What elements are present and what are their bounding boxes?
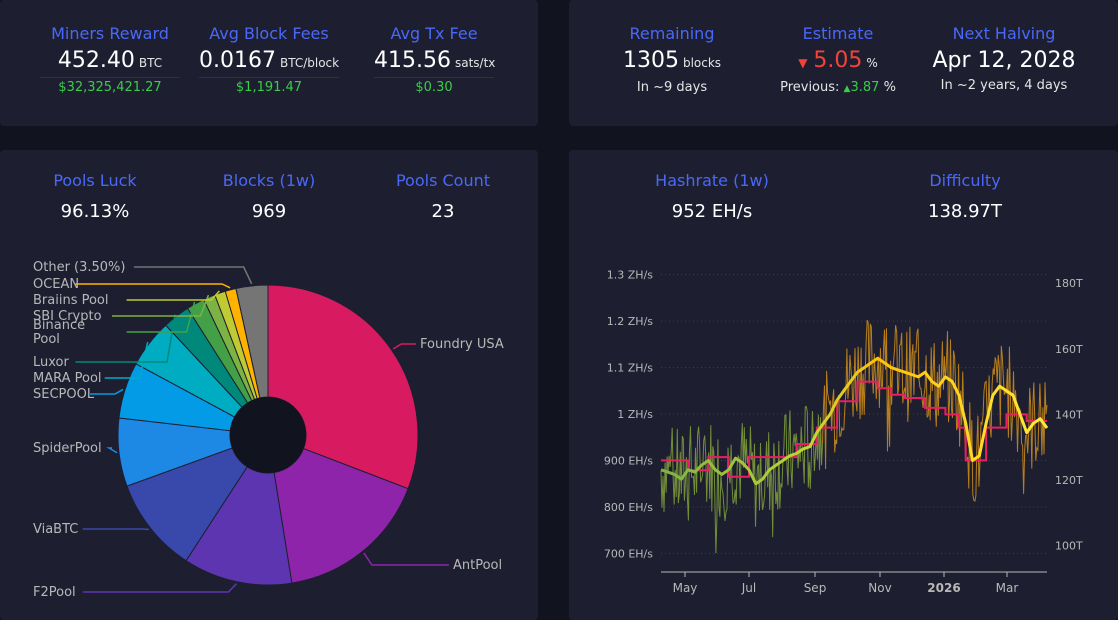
remaining-unit: blocks [683, 56, 721, 70]
avg-tx-fee-unit: sats/tx [455, 56, 495, 70]
pools-pie-chart: Foundry USA AntPool F2Pool ViaBTC SpiderPool… [0, 150, 538, 620]
avg-block-fees-value-row: 0.0167 BTC/block [199, 47, 339, 77]
pie-label-ocean: OCEAN [33, 277, 79, 292]
estimate-label: Estimate [768, 24, 908, 44]
remaining-value: 1305 [623, 48, 679, 73]
pie-leader-line [364, 553, 449, 565]
hashrate-daily-line [661, 406, 823, 553]
next-halving-eta: In ~2 years, 4 days [928, 77, 1080, 95]
y-right-tick-label: 100T [1055, 540, 1083, 553]
pie-label-braiins-pool: Braiins Pool [33, 293, 109, 308]
y-right-tick-label: 120T [1055, 474, 1083, 487]
y-right-tick-label: 160T [1055, 343, 1083, 356]
y-right-tick-label: 180T [1055, 277, 1083, 290]
estimate-value: 5.05 [813, 48, 862, 73]
previous-value: 3.87 [850, 80, 879, 95]
miners-reward-fiat: $32,325,421.27 [40, 77, 180, 97]
y-left-tick-label: 1.1 ZH/s [607, 362, 654, 375]
remaining-eta: In ~9 days [607, 79, 737, 97]
y-left-tick-label: 1.2 ZH/s [607, 315, 654, 328]
remaining-label: Remaining [607, 24, 737, 44]
pie-label-sbi-crypto: SBI Crypto [33, 309, 102, 324]
pie-label-viabtc: ViaBTC [33, 522, 78, 537]
avg-tx-fee-stat: Avg Tx Fee 415.56 sats/tx $0.30 [374, 24, 494, 97]
pie-leader-line [90, 389, 123, 394]
x-tick-label: Jul [741, 581, 756, 595]
remaining-stat: Remaining 1305 blocks In ~9 days [607, 24, 737, 97]
pie-leader-line [393, 344, 416, 349]
y-left-tick-label: 900 EH/s [604, 454, 653, 467]
avg-tx-fee-value-row: 415.56 sats/tx [374, 47, 494, 77]
pie-label-luxor: Luxor [33, 355, 70, 370]
pie-label-spiderpool: SpiderPool [33, 441, 102, 456]
pie-leader-line [134, 267, 252, 284]
mining-pools-card: Pools Luck 96.13% Blocks (1w) 969 Pools … [0, 150, 538, 620]
estimate-previous: Previous: ▲3.87 % [768, 79, 908, 98]
avg-block-fees-fiat: $1,191.47 [199, 77, 339, 97]
miners-reward-stat: Miners Reward 452.40 BTC $32,325,421.27 [40, 24, 180, 97]
rewards-card: Miners Reward 452.40 BTC $32,325,421.27 A… [0, 0, 538, 126]
avg-block-fees-value: 0.0167 [199, 48, 276, 73]
miners-reward-label: Miners Reward [40, 24, 180, 44]
pie-leader-line [109, 448, 117, 453]
down-arrow-icon: ▼ [798, 56, 807, 70]
next-halving-label: Next Halving [928, 24, 1080, 44]
pie-leader-line [76, 284, 231, 288]
estimate-unit: % [866, 56, 877, 70]
miners-reward-value: 452.40 [58, 48, 135, 73]
y-right-tick-label: 140T [1055, 408, 1083, 421]
pie-leader-line [83, 584, 237, 592]
x-tick-label: Mar [996, 581, 1019, 595]
y-left-tick-label: 800 EH/s [604, 501, 653, 514]
pie-label-secpool: SECPOOL [33, 387, 95, 402]
next-halving-stat: Next Halving Apr 12, 2028 In ~2 years, 4… [928, 24, 1080, 95]
avg-block-fees-unit: BTC/block [280, 56, 339, 70]
pie-label-antpool: AntPool [453, 558, 502, 573]
pie-label-f2pool: F2Pool [33, 585, 76, 600]
avg-block-fees-stat: Avg Block Fees 0.0167 BTC/block $1,191.47 [199, 24, 339, 97]
y-left-tick-label: 700 EH/s [604, 547, 653, 560]
estimate-value-row: ▼ 5.05% [768, 47, 908, 77]
x-tick-label: Nov [868, 581, 891, 595]
avg-tx-fee-label: Avg Tx Fee [374, 24, 494, 44]
x-tick-label: 2026 [927, 581, 960, 595]
hashrate-card: Hashrate (1w) 952 EH/s Difficulty 138.97… [569, 150, 1118, 620]
previous-unit: % [884, 80, 896, 95]
pie-label-mara-pool: MARA Pool [33, 371, 102, 386]
pie-label-other-3-50-: Other (3.50%) [33, 260, 126, 275]
estimate-stat: Estimate ▼ 5.05% Previous: ▲3.87 % [768, 24, 908, 98]
x-tick-label: May [673, 581, 698, 595]
next-halving-value: Apr 12, 2028 [928, 47, 1080, 75]
hashrate-daily-line [823, 320, 1048, 501]
pie-center-hole [230, 397, 306, 473]
avg-tx-fee-fiat: $0.30 [374, 77, 494, 97]
y-left-tick-label: 1.3 ZH/s [607, 269, 654, 282]
remaining-value-row: 1305 blocks [607, 47, 737, 77]
y-left-tick-label: 1 ZH/s [617, 408, 653, 421]
previous-label: Previous: [780, 80, 839, 95]
pie-label-foundry-usa: Foundry USA [420, 337, 504, 352]
miners-reward-value-row: 452.40 BTC [40, 47, 180, 77]
miners-reward-unit: BTC [139, 56, 162, 70]
x-tick-label: Sep [804, 581, 827, 595]
avg-block-fees-label: Avg Block Fees [199, 24, 339, 44]
avg-tx-fee-value: 415.56 [374, 48, 451, 73]
difficulty-adjustment-card: Remaining 1305 blocks In ~9 days Estimate… [569, 0, 1118, 126]
hashrate-difficulty-chart: 700 EH/s 800 EH/s 900 EH/s 1 ZH/s 1.1 ZH/s 1.… [569, 150, 1118, 620]
